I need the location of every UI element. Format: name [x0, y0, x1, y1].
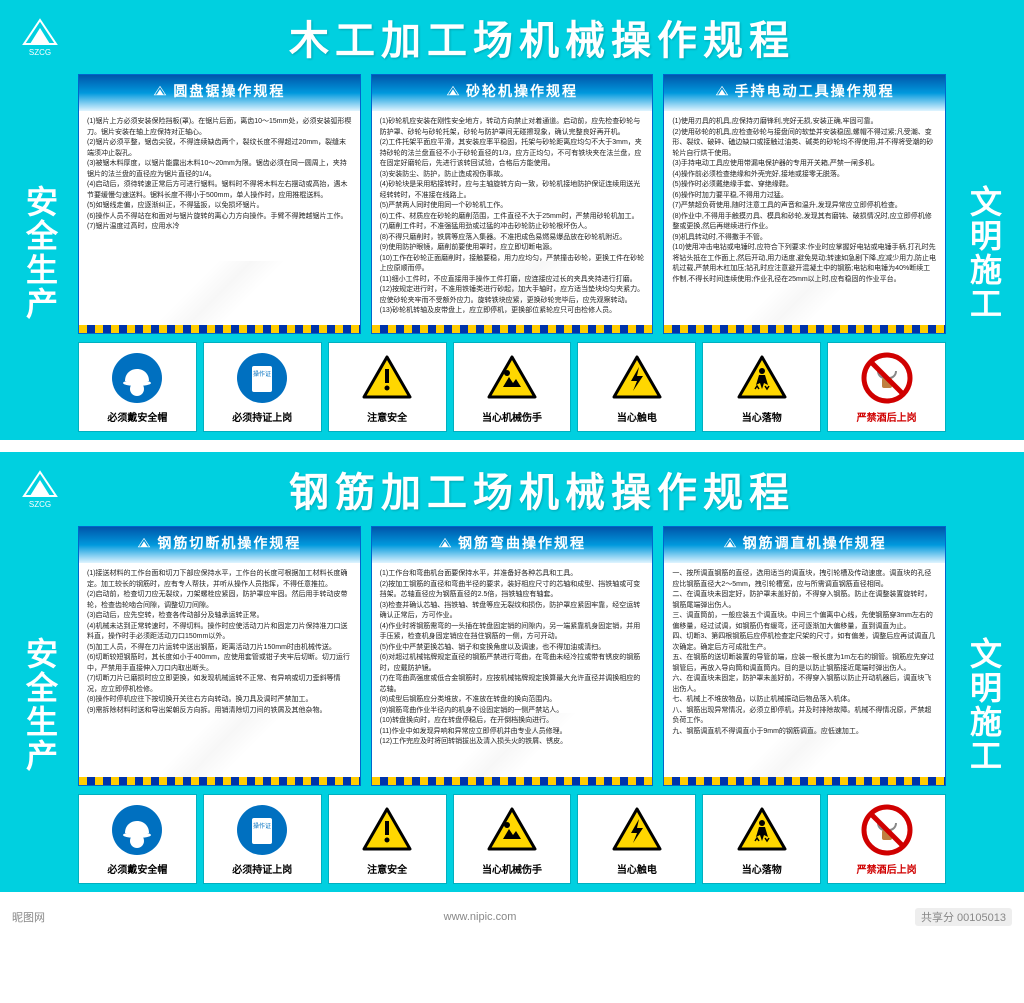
safety-sign: 当心机械伤手 [453, 794, 572, 884]
right-slogan: 文明施工 [954, 74, 1014, 432]
safety-sign-label: 当心落物 [742, 409, 782, 424]
panel-title: 手持电动工具操作规程 [664, 75, 945, 111]
panel-stripes [664, 325, 945, 333]
safety-sign-label: 当心机械伤手 [482, 861, 542, 876]
panel-body: (1)使用刃具的机具,应保持刃磨锋利,完好无损,安装正确,牢固可靠。 (2)使用… [664, 111, 945, 325]
footer-site: 昵图网 [12, 909, 45, 925]
safety-sign: 注意安全 [328, 342, 447, 432]
safety-sign-label: 必须戴安全帽 [107, 409, 167, 424]
panels-row: 钢筋切断机操作规程 (1)接送材料的工作台面和切刀下部应保持水平，工作台的长度可… [78, 526, 946, 786]
safety-sign-label: 必须戴安全帽 [107, 861, 167, 876]
panels-row: 圆盘锯操作规程 (1)锯片上方必须安装保险挡板(罩)。在锯片后面，离齿10～15… [78, 74, 946, 334]
company-logo: SZCG [20, 18, 60, 57]
falling-icon [735, 351, 789, 405]
board-content: 安全生产 钢筋切断机操作规程 (1)接送材料的工作台面和切刀下部应保持水平，工作… [0, 526, 1024, 884]
panel-title: 砂轮机操作规程 [372, 75, 653, 111]
panel-stripes [79, 777, 360, 785]
safety-sign: 必须戴安全帽 [78, 794, 197, 884]
hand-icon [485, 803, 539, 857]
procedure-panel: 钢筋调直机操作规程 一、按所调直钢筋的直径，选用适当的调直块，拽引轮槽及传动速度… [663, 526, 946, 786]
panel-body: (1)砂轮机应安装在刚性安全地方，转动方向禁止对着通道。启动前，应先检查砂轮与防… [372, 111, 653, 325]
falling-icon [735, 803, 789, 857]
safety-sign-label: 当心机械伤手 [482, 409, 542, 424]
exclaim-icon [360, 351, 414, 405]
panel-title: 钢筋切断机操作规程 [79, 527, 360, 563]
safety-sign: 当心机械伤手 [453, 342, 572, 432]
left-slogan: 安全生产 [10, 526, 70, 884]
bolt-icon [610, 351, 664, 405]
board-title: 木工加工场机械操作规程 [80, 8, 1004, 66]
board-header: SZCG 木工加工场机械操作规程 [0, 0, 1024, 74]
safety-sign: 操作证 必须持证上岗 [203, 794, 322, 884]
footer-id: 共享分 00105013 [915, 908, 1012, 926]
panels-area: 钢筋切断机操作规程 (1)接送材料的工作台面和切刀下部应保持水平，工作台的长度可… [78, 526, 946, 884]
procedure-panel: 钢筋切断机操作规程 (1)接送材料的工作台面和切刀下部应保持水平，工作台的长度可… [78, 526, 361, 786]
panel-body: (1)锯片上方必须安装保险挡板(罩)。在锯片后面，离齿10～15mm处，必须安装… [79, 111, 360, 325]
safety-sign-label: 必须持证上岗 [232, 861, 292, 876]
safety-sign: 当心触电 [577, 794, 696, 884]
safety-sign-label: 当心触电 [617, 409, 657, 424]
procedure-panel: 圆盘锯操作规程 (1)锯片上方必须安装保险挡板(罩)。在锯片后面，离齿10～15… [78, 74, 361, 334]
safety-sign: 注意安全 [328, 794, 447, 884]
safety-sign: 严禁酒后上岗 [827, 794, 946, 884]
safety-sign: 当心触电 [577, 342, 696, 432]
safety-sign: 当心落物 [702, 342, 821, 432]
helmet-icon [110, 351, 164, 405]
company-logo: SZCG [20, 470, 60, 509]
safety-sign-label: 当心落物 [742, 861, 782, 876]
footer-url: www.nipic.com [444, 911, 517, 923]
board-title: 钢筋加工场机械操作规程 [80, 460, 1004, 518]
card-icon: 操作证 [235, 803, 289, 857]
safety-sign-label: 注意安全 [367, 409, 407, 424]
procedure-panel: 钢筋弯曲操作规程 (1)工作台和弯曲机台面要保持水平，并准备好各种芯具和工具。 … [371, 526, 654, 786]
panel-title: 钢筋调直机操作规程 [664, 527, 945, 563]
panel-stripes [79, 325, 360, 333]
panel-stripes [664, 777, 945, 785]
safety-sign-label: 严禁酒后上岗 [857, 861, 917, 876]
safety-sign: 严禁酒后上岗 [827, 342, 946, 432]
svg-text:操作证: 操作证 [253, 370, 271, 378]
right-slogan: 文明施工 [954, 526, 1014, 884]
left-slogan: 安全生产 [10, 74, 70, 432]
board-content: 安全生产 圆盘锯操作规程 (1)锯片上方必须安装保险挡板(罩)。在锯片后面，离齿… [0, 74, 1024, 432]
icons-row: 必须戴安全帽 操作证 必须持证上岗 注意安全 当心机械伤手 当心触电 当心落物 … [78, 794, 946, 884]
procedure-panel: 砂轮机操作规程 (1)砂轮机应安装在刚性安全地方，转动方向禁止对着通道。启动前，… [371, 74, 654, 334]
icons-row: 必须戴安全帽 操作证 必须持证上岗 注意安全 当心机械伤手 当心触电 当心落物 … [78, 342, 946, 432]
panel-body: (1)接送材料的工作台面和切刀下部应保持水平，工作台的长度可根据加工材料长度确定… [79, 563, 360, 777]
procedure-panel: 手持电动工具操作规程 (1)使用刃具的机具,应保持刃磨锋利,完好无损,安装正确,… [663, 74, 946, 334]
panel-body: 一、按所调直钢筋的直径，选用适当的调直块，拽引轮槽及传动速度。调直块的孔径应比钢… [664, 563, 945, 777]
safety-board: SZCG 钢筋加工场机械操作规程 安全生产 钢筋切断机操作规程 (1)接送材料的… [0, 452, 1024, 892]
safety-sign-label: 注意安全 [367, 861, 407, 876]
panels-area: 圆盘锯操作规程 (1)锯片上方必须安装保险挡板(罩)。在锯片后面，离齿10～15… [78, 74, 946, 432]
svg-text:操作证: 操作证 [253, 822, 271, 830]
safety-sign: 操作证 必须持证上岗 [203, 342, 322, 432]
drink-icon [860, 351, 914, 405]
exclaim-icon [360, 803, 414, 857]
panel-body: (1)工作台和弯曲机台面要保持水平，并准备好各种芯具和工具。 (2)按加工钢筋的… [372, 563, 653, 777]
panel-stripes [372, 777, 653, 785]
safety-sign-label: 必须持证上岗 [232, 409, 292, 424]
safety-sign: 必须戴安全帽 [78, 342, 197, 432]
footer-meta: 昵图网 www.nipic.com 共享分 00105013 [0, 904, 1024, 930]
safety-sign-label: 当心触电 [617, 861, 657, 876]
card-icon: 操作证 [235, 351, 289, 405]
safety-board: SZCG 木工加工场机械操作规程 安全生产 圆盘锯操作规程 (1)锯片上方必须安… [0, 0, 1024, 440]
safety-sign: 当心落物 [702, 794, 821, 884]
safety-sign-label: 严禁酒后上岗 [857, 409, 917, 424]
helmet-icon [110, 803, 164, 857]
panel-title: 钢筋弯曲操作规程 [372, 527, 653, 563]
hand-icon [485, 351, 539, 405]
panel-title: 圆盘锯操作规程 [79, 75, 360, 111]
panel-stripes [372, 325, 653, 333]
board-header: SZCG 钢筋加工场机械操作规程 [0, 452, 1024, 526]
bolt-icon [610, 803, 664, 857]
drink-icon [860, 803, 914, 857]
